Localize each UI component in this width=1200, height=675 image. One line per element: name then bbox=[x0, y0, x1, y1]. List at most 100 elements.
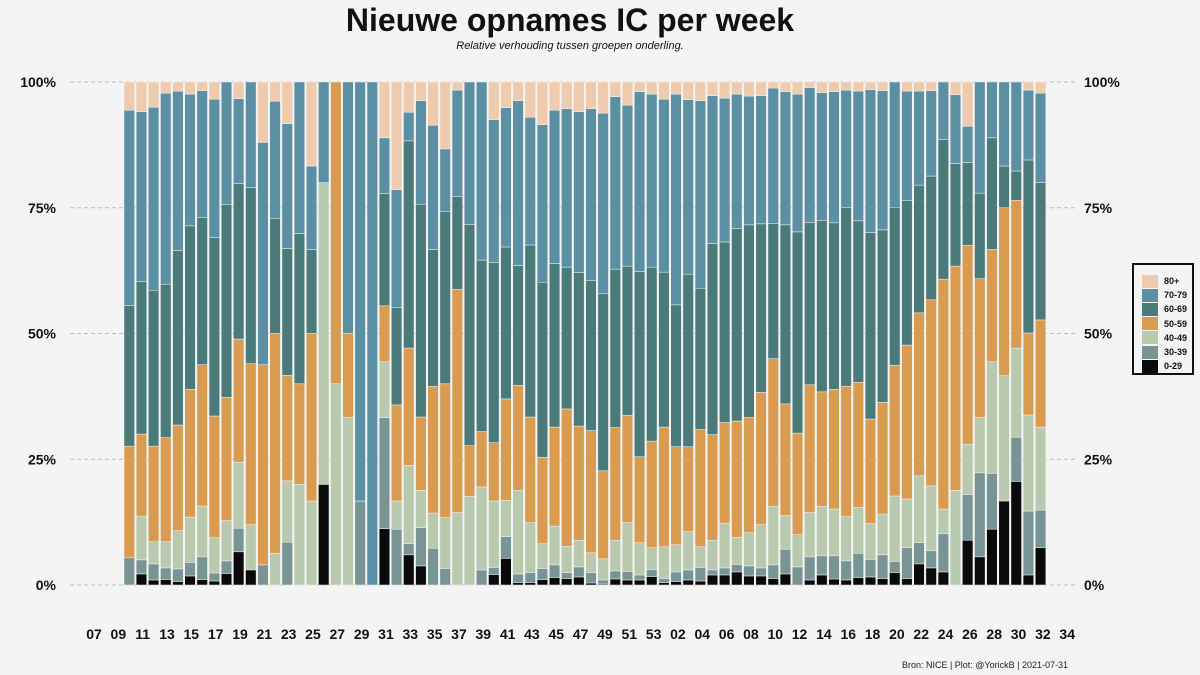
bar-segment bbox=[840, 89, 852, 208]
bar-segment bbox=[925, 299, 937, 487]
bar-segment bbox=[184, 389, 196, 518]
bar-segment bbox=[962, 494, 974, 541]
bar-segment bbox=[864, 89, 877, 233]
bar-column bbox=[123, 81, 135, 586]
bar-segment bbox=[889, 561, 901, 573]
bar-segment bbox=[877, 513, 889, 556]
bar-segment bbox=[403, 543, 415, 556]
bar-segment bbox=[646, 547, 658, 570]
x-tick-label: 22 bbox=[913, 626, 929, 642]
bar-segment bbox=[694, 580, 706, 586]
bar-segment bbox=[160, 579, 172, 586]
bar-column bbox=[731, 81, 743, 586]
bar-segment bbox=[962, 162, 974, 246]
bar-segment bbox=[682, 81, 694, 100]
bar-segment bbox=[561, 546, 573, 573]
bar-segment bbox=[160, 541, 172, 569]
bar-column bbox=[755, 81, 767, 586]
bar-segment bbox=[877, 229, 889, 403]
bar-segment bbox=[621, 415, 634, 523]
bar-segment bbox=[828, 578, 840, 586]
bar-column bbox=[415, 81, 427, 586]
bar-segment bbox=[998, 500, 1010, 586]
legend-label: 30-39 bbox=[1164, 347, 1188, 357]
bar-segment bbox=[731, 564, 743, 573]
bar-segment bbox=[196, 217, 208, 365]
bar-segment bbox=[682, 99, 694, 275]
bar-column bbox=[488, 81, 500, 586]
bar-segment bbox=[561, 266, 573, 410]
chart-legend: 80+ 70-79 60-69 50-59 40-49 30-39 0-29 bbox=[1132, 263, 1194, 375]
bar-column bbox=[512, 81, 524, 586]
bar-column bbox=[913, 81, 925, 586]
bar-segment bbox=[962, 126, 974, 163]
legend-label: 60-69 bbox=[1164, 304, 1188, 315]
bar-column bbox=[293, 81, 305, 586]
bar-segment bbox=[160, 437, 172, 542]
bar-segment bbox=[512, 385, 524, 491]
bar-segment bbox=[439, 81, 451, 150]
bar-segment bbox=[148, 106, 160, 291]
bar-segment bbox=[172, 250, 184, 426]
bar-column bbox=[658, 81, 670, 586]
bar-segment bbox=[816, 92, 828, 221]
bar-segment bbox=[135, 515, 147, 561]
bar-segment bbox=[488, 81, 500, 120]
bar-segment bbox=[719, 567, 731, 576]
bar-segment bbox=[536, 568, 548, 580]
bar-segment bbox=[135, 433, 147, 517]
bar-segment bbox=[573, 576, 585, 586]
bar-column bbox=[172, 81, 184, 586]
bar-column bbox=[391, 81, 403, 586]
bar-segment bbox=[415, 416, 427, 491]
bar-segment bbox=[634, 456, 646, 543]
bar-segment bbox=[706, 434, 719, 541]
bar-segment bbox=[269, 218, 281, 334]
bar-segment bbox=[1022, 159, 1034, 334]
bar-segment bbox=[354, 81, 366, 502]
bar-segment bbox=[378, 305, 390, 362]
bar-segment bbox=[694, 100, 706, 289]
bar-segment bbox=[743, 95, 755, 226]
bar-column bbox=[354, 81, 366, 586]
bar-segment bbox=[476, 569, 488, 586]
x-tick-label: 41 bbox=[500, 626, 516, 642]
bar-segment bbox=[767, 81, 779, 89]
bar-segment bbox=[597, 293, 609, 472]
bar-segment bbox=[476, 81, 488, 261]
bar-segment bbox=[220, 573, 233, 586]
bar-segment bbox=[488, 119, 500, 263]
bar-segment bbox=[549, 525, 561, 566]
bar-segment bbox=[585, 108, 597, 281]
bar-segment bbox=[609, 268, 621, 428]
bar-segment bbox=[792, 93, 804, 233]
bar-segment bbox=[500, 398, 512, 501]
bar-column bbox=[318, 81, 330, 586]
bar-segment bbox=[463, 224, 476, 446]
bar-segment bbox=[415, 100, 427, 205]
bar-segment bbox=[779, 549, 791, 575]
bar-segment bbox=[864, 576, 877, 586]
bar-segment bbox=[901, 578, 913, 586]
bar-segment bbox=[962, 443, 974, 495]
y-tick-label-right: 75% bbox=[1084, 200, 1113, 216]
bar-segment bbox=[293, 81, 305, 234]
bar-segment bbox=[877, 402, 889, 515]
bar-segment bbox=[913, 563, 925, 586]
bar-column bbox=[451, 81, 463, 586]
bar-segment bbox=[925, 550, 937, 569]
bar-segment bbox=[220, 397, 233, 521]
bar-segment bbox=[391, 189, 403, 308]
bar-segment bbox=[621, 104, 634, 267]
bar-segment bbox=[792, 566, 804, 586]
bar-segment bbox=[160, 92, 172, 285]
bar-segment bbox=[646, 576, 658, 586]
bar-column bbox=[682, 81, 694, 586]
bar-segment bbox=[852, 507, 864, 554]
bar-segment bbox=[245, 187, 257, 364]
bar-segment bbox=[634, 542, 646, 576]
bar-segment bbox=[1010, 170, 1022, 201]
legend-label: 0-29 bbox=[1164, 361, 1183, 372]
x-tick-label: 34 bbox=[1059, 626, 1075, 642]
bar-segment bbox=[549, 263, 561, 428]
